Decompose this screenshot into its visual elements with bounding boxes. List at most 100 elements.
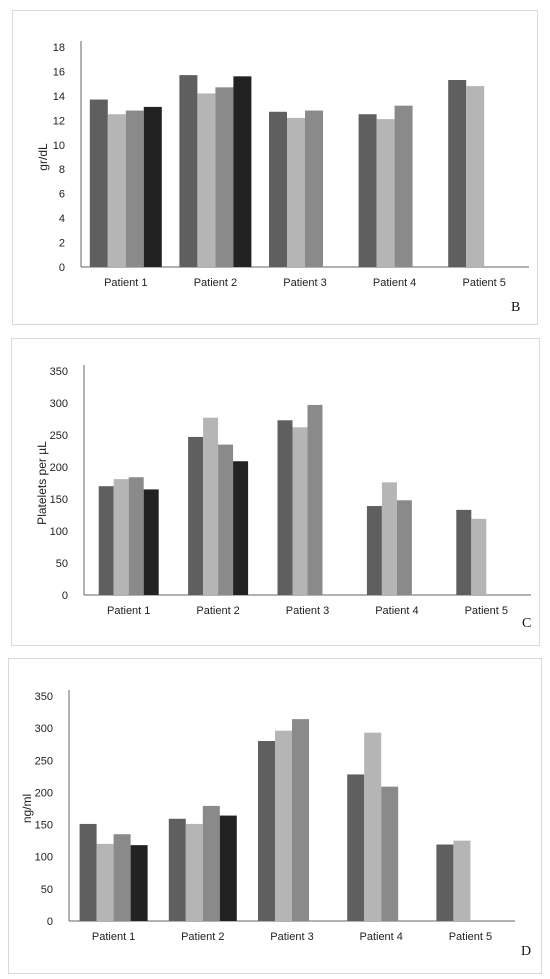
x-tick-label-c: Patient 3: [286, 605, 329, 617]
x-tick-label-b: Patient 3: [283, 277, 326, 289]
y-tick-label-d: 0: [47, 916, 53, 928]
bar-d-series1-4: [347, 774, 365, 921]
x-tick-label-c: Patient 1: [107, 605, 150, 617]
bar-d-series2-2: [185, 823, 203, 921]
bar-c-series4-2: [233, 461, 249, 595]
x-tick-label-c: Patient 4: [375, 605, 418, 617]
bar-d-series3-1: [113, 834, 131, 921]
y-tick-label-c: 300: [50, 398, 68, 410]
bar-d-series3-2: [202, 805, 220, 921]
bar-c-series3-1: [128, 477, 144, 595]
y-tick-label-b: 14: [53, 91, 65, 103]
bar-b-series3-2: [215, 87, 234, 267]
x-tick-label-d: Patient 1: [92, 931, 135, 943]
y-tick-label-b: 12: [53, 115, 65, 127]
bar-c-series1-3: [277, 420, 293, 595]
bar-b-series2-4: [376, 119, 395, 267]
bar-d-series1-2: [168, 818, 186, 921]
bar-d-series1-5: [436, 844, 454, 921]
x-tick-label-d: Patient 2: [181, 931, 224, 943]
bar-c-series2-4: [381, 482, 397, 595]
y-tick-label-d: 200: [35, 787, 53, 799]
y-tick-label-c: 250: [50, 430, 68, 442]
bar-b-series1-4: [358, 114, 377, 267]
panel-letter-b: B: [511, 300, 520, 315]
chart-panel-c: 0 50 100 150 200 250 300 350 Platelets per µL Pat…: [11, 338, 540, 646]
y-tick-label-c: 100: [50, 526, 68, 538]
bar-c-series3-3: [307, 404, 323, 595]
y-tick-label-c: 50: [56, 558, 68, 570]
bar-c-series2-3: [292, 427, 308, 595]
y-tick-label-b: 8: [59, 164, 65, 176]
x-tick-label-b: Patient 5: [462, 277, 505, 289]
y-tick-label-d: 150: [35, 820, 53, 832]
y-tick-label-c: 350: [50, 366, 68, 378]
y-tick-label-d: 250: [35, 755, 53, 767]
chart-panel-d: 0 50 100 150 200 250 300 350 ng/ml Patient 1 Patie…: [8, 658, 542, 974]
y-tick-label-b: 6: [59, 189, 65, 201]
bar-c-series3-4: [396, 500, 412, 595]
x-tick-label-b: Patient 4: [373, 277, 416, 289]
y-tick-label-b: 18: [53, 42, 65, 54]
y-tick-label-d: 300: [35, 723, 53, 735]
x-tick-label-d: Patient 3: [270, 931, 313, 943]
bar-d-series2-1: [96, 843, 114, 921]
panel-letter-d: D: [521, 944, 531, 959]
bar-d-series2-5: [453, 840, 471, 921]
y-tick-label-c: 0: [62, 590, 68, 602]
bar-b-series3-3: [305, 110, 323, 267]
bar-c-series1-1: [98, 486, 114, 595]
y-tick-label-d: 100: [35, 852, 53, 864]
bar-d-series2-3: [275, 730, 292, 921]
x-tick-label-c: Patient 5: [465, 605, 508, 617]
x-tick-label-b: Patient 2: [194, 277, 237, 289]
bar-b-series3-4: [394, 105, 413, 268]
bar-b-series4-2: [233, 76, 252, 267]
bar-chart-c: 0 50 100 150 200 250 300 350 Platelets per µL Pat…: [35, 365, 531, 631]
x-tick-label-b: Patient 1: [104, 277, 147, 289]
bar-d-series4-2: [219, 815, 237, 921]
bar-c-series1-2: [188, 436, 204, 595]
bar-b-series1-5: [448, 80, 467, 267]
bar-d-series4-1: [130, 845, 148, 921]
x-tick-label-d: Patient 5: [449, 931, 492, 943]
y-axis-label-b: gr/dL: [36, 143, 50, 171]
bar-c-series4-1: [143, 489, 159, 595]
y-tick-label-b: 16: [53, 66, 65, 78]
bar-b-series2-5: [466, 86, 485, 267]
bar-c-series2-2: [203, 417, 219, 595]
y-tick-label-c: 150: [50, 494, 68, 506]
bar-d-series1-3: [258, 741, 275, 921]
x-tick-label-c: Patient 2: [196, 605, 239, 617]
bar-c-series1-4: [366, 506, 382, 595]
y-tick-label-b: 4: [59, 213, 65, 225]
bar-b-series1-2: [179, 75, 198, 267]
y-tick-label-b: 10: [53, 140, 65, 152]
bar-b-series1-3: [269, 111, 287, 268]
bar-d-series1-1: [79, 823, 97, 921]
bar-b-series2-3: [287, 117, 305, 267]
y-tick-label-d: 350: [35, 691, 53, 703]
bar-b-series2-1: [107, 114, 126, 267]
panel-letter-c: C: [522, 616, 531, 631]
bar-b-series3-1: [125, 110, 144, 267]
chart-panel-b: 0 2 4 6 8 10 12 14 16 18 gr/dL Patient 1 Patient 2 Pa…: [12, 10, 538, 325]
bar-d-series3-3: [292, 719, 309, 921]
bar-b-series1-1: [89, 99, 108, 267]
bar-d-series3-4: [381, 786, 399, 921]
y-axis-label-d: ng/ml: [20, 794, 34, 823]
y-tick-label-d: 50: [41, 884, 53, 896]
y-tick-label-b: 0: [59, 262, 65, 274]
bar-chart-b: 0 2 4 6 8 10 12 14 16 18 gr/dL Patient 1 Patient 2 Pa…: [36, 41, 529, 315]
bar-c-series2-5: [471, 518, 487, 595]
bar-c-series3-2: [218, 444, 234, 595]
bar-chart-d: 0 50 100 150 200 250 300 350 ng/ml Patient 1 Patie…: [20, 690, 531, 959]
bar-b-series2-2: [197, 93, 216, 267]
y-axis-label-c: Platelets per µL: [35, 441, 49, 525]
bar-c-series1-5: [456, 509, 472, 595]
bar-b-series4-1: [143, 106, 162, 267]
x-tick-label-d: Patient 4: [359, 931, 402, 943]
bar-c-series2-1: [113, 479, 129, 595]
bar-d-series2-4: [364, 732, 382, 921]
y-tick-label-b: 2: [59, 238, 65, 250]
